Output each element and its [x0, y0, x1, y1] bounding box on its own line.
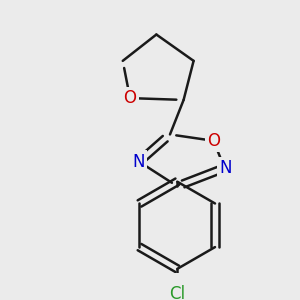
Text: Cl: Cl: [169, 285, 185, 300]
Text: O: O: [207, 132, 220, 150]
Text: N: N: [219, 159, 232, 177]
Text: O: O: [124, 89, 136, 107]
Text: N: N: [132, 153, 144, 171]
